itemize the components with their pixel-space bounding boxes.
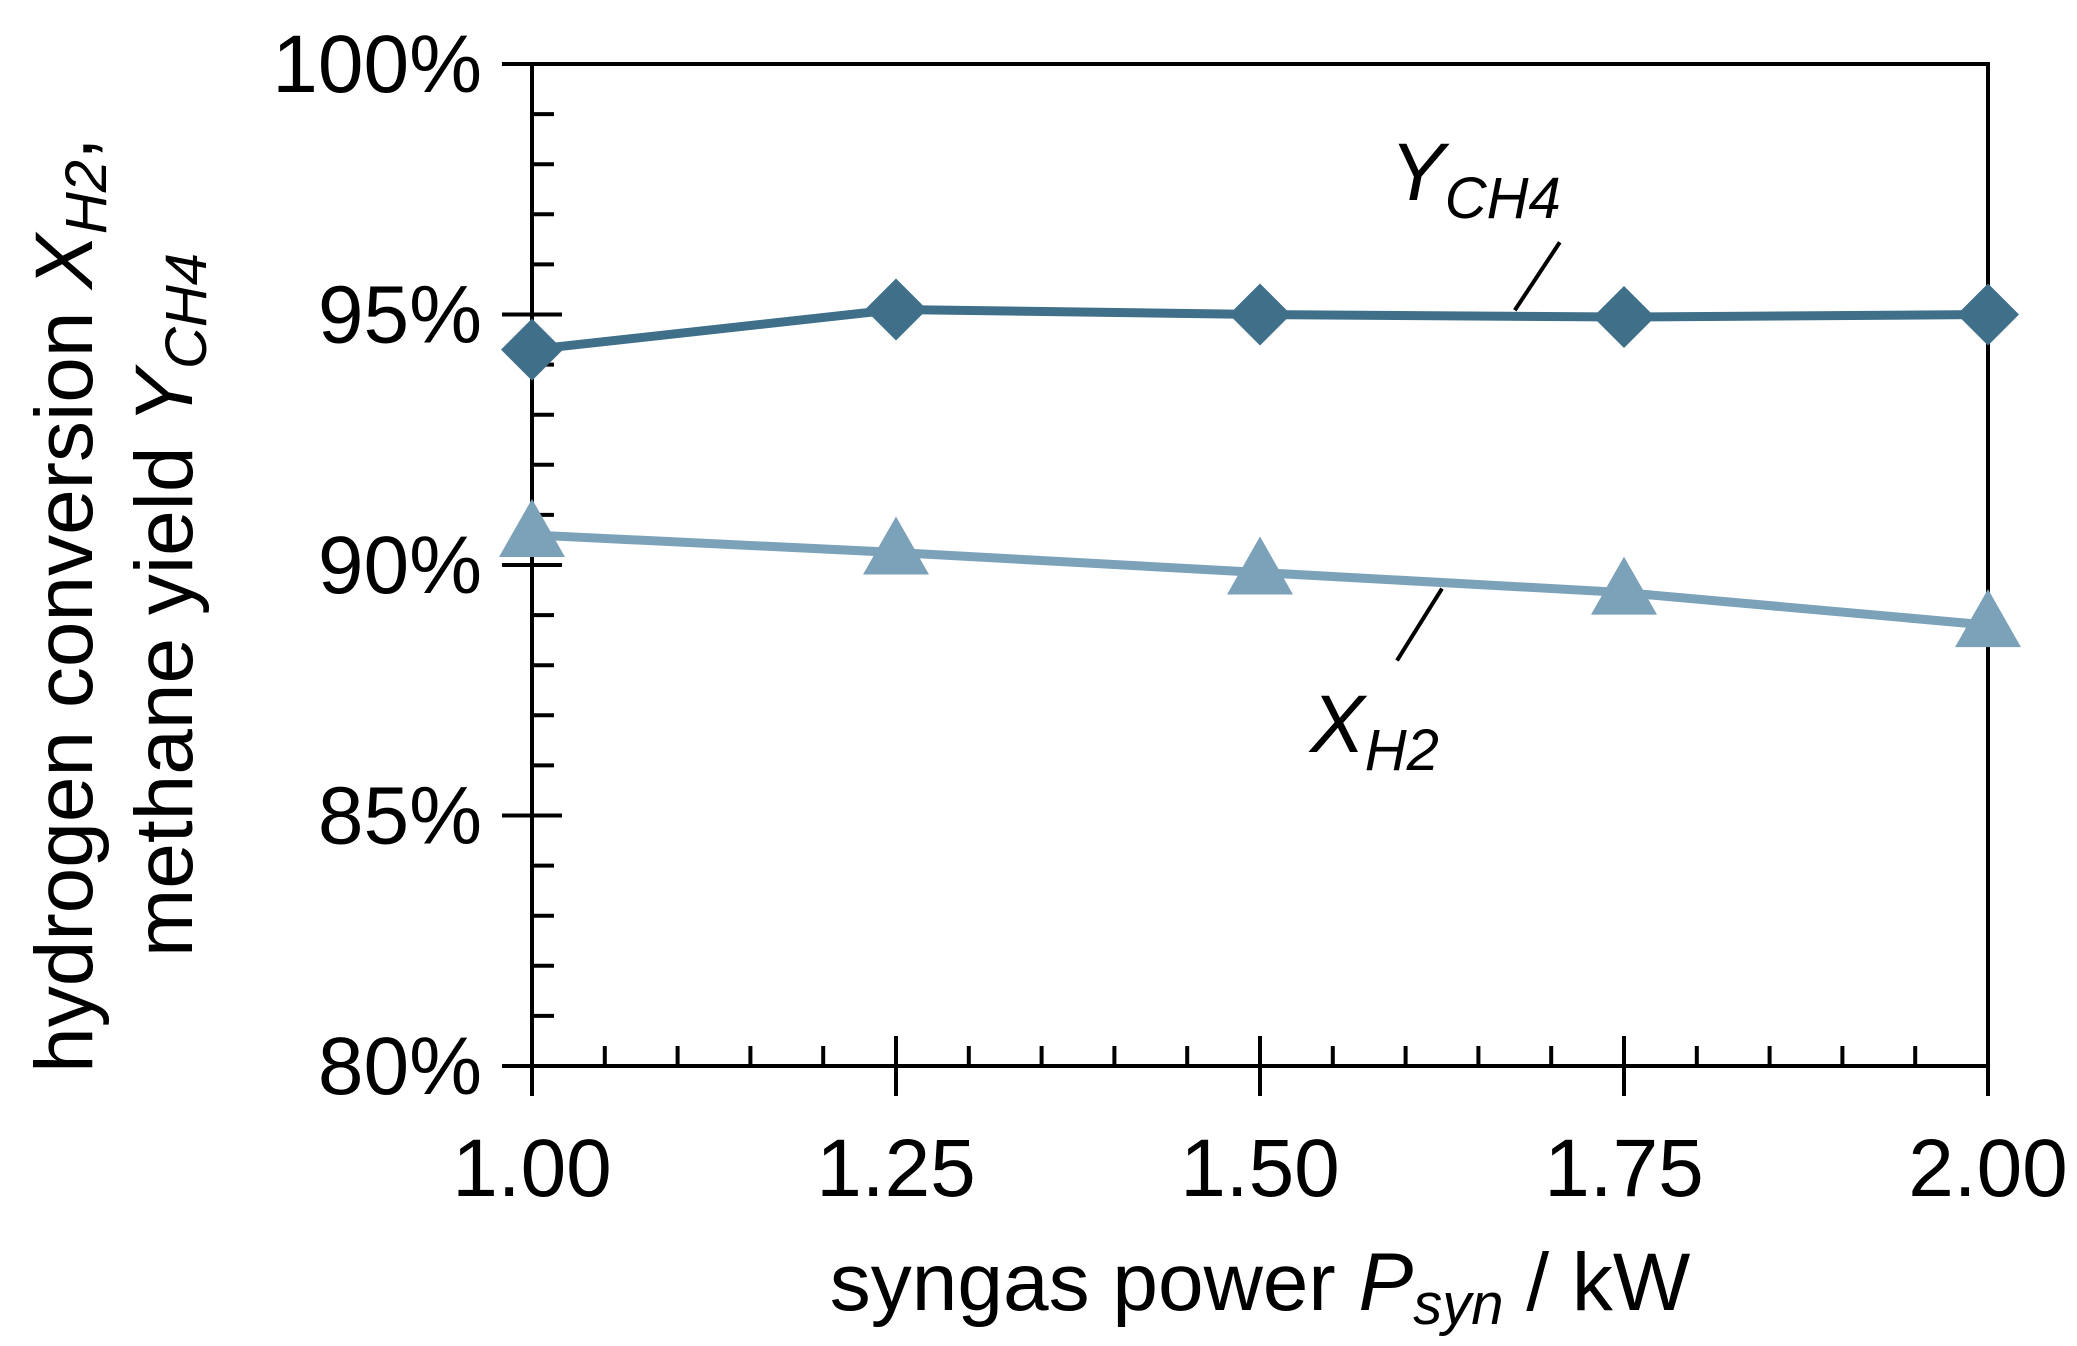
tick-labels: 80% 85% 90% 95% 100% 1.00 1.25 1.50 1.75 2.00 [272, 19, 2068, 1214]
data-point-xh2 [1955, 589, 2021, 648]
y-axis-label-line1: hydrogen conversion XH2, [19, 137, 119, 1073]
y-tick-label: 80% [318, 1021, 482, 1112]
x-axis-label: syngas power Psyn / kW [830, 1237, 1691, 1337]
x-tick-label: 1.00 [452, 1123, 612, 1214]
data-point-xh2 [499, 498, 565, 557]
data-point-xh2 [1591, 556, 1657, 615]
data-point-ych4 [865, 278, 927, 341]
annotations [1395, 241, 1562, 662]
data-point-xh2 [1227, 536, 1293, 595]
x-tick-label: 1.75 [1544, 1123, 1704, 1214]
leader-line-ych4 [1513, 241, 1562, 312]
data-point-ych4 [1593, 286, 1655, 349]
x-tick-label: 1.50 [1180, 1123, 1340, 1214]
data-point-ych4 [1957, 283, 2019, 346]
y-axis-label-line2: methane yield YCH4 [119, 253, 219, 957]
series-layer [499, 278, 2021, 648]
leader-line-xh2 [1395, 587, 1444, 662]
data-point-ych4 [1229, 283, 1291, 346]
y-tick-label: 90% [318, 520, 482, 611]
y-tick-label: 100% [272, 19, 482, 110]
data-point-xh2 [863, 516, 929, 575]
y-tick-label: 95% [318, 270, 482, 361]
annotation-label-xh2: XH2 [1308, 679, 1439, 783]
annotation-label-ych4: YCH4 [1390, 127, 1561, 231]
y-tick-label: 85% [318, 771, 482, 862]
x-tick-label: 1.25 [816, 1123, 976, 1214]
x-tick-label: 2.00 [1908, 1123, 2068, 1214]
data-point-ych4 [501, 318, 563, 381]
